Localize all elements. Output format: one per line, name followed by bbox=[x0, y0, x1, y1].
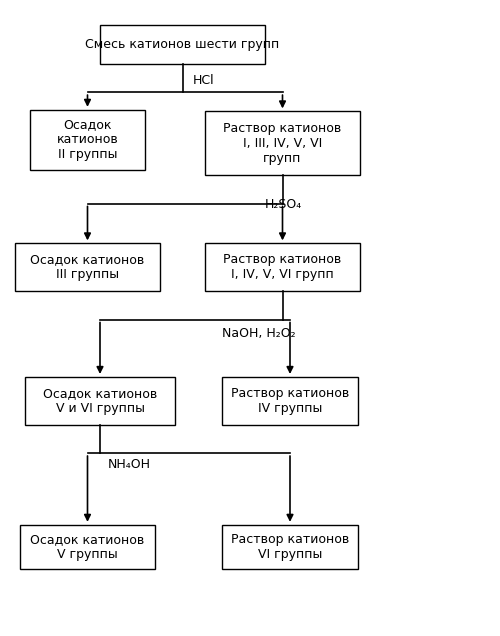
FancyBboxPatch shape bbox=[205, 244, 360, 291]
Text: Осадок катионов
V и VI группы: Осадок катионов V и VI группы bbox=[43, 387, 157, 415]
FancyBboxPatch shape bbox=[15, 244, 160, 291]
Text: NH₄OH: NH₄OH bbox=[108, 458, 150, 471]
Text: Раствор катионов
I, III, IV, V, VI
групп: Раствор катионов I, III, IV, V, VI групп bbox=[224, 121, 342, 165]
FancyBboxPatch shape bbox=[25, 377, 175, 425]
Text: H₂SO₄: H₂SO₄ bbox=[265, 198, 302, 211]
FancyBboxPatch shape bbox=[20, 525, 155, 569]
Text: Раствор катионов
IV группы: Раствор катионов IV группы bbox=[231, 387, 349, 415]
FancyBboxPatch shape bbox=[30, 109, 145, 170]
Text: Раствор катионов
VI группы: Раствор катионов VI группы bbox=[231, 533, 349, 561]
FancyBboxPatch shape bbox=[205, 111, 360, 175]
Text: Раствор катионов
I, IV, V, VI групп: Раствор катионов I, IV, V, VI групп bbox=[224, 253, 342, 281]
Text: Смесь катионов шести групп: Смесь катионов шести групп bbox=[86, 38, 280, 51]
Text: Осадок катионов
V группы: Осадок катионов V группы bbox=[30, 533, 144, 561]
Text: NaOH, H₂O₂: NaOH, H₂O₂ bbox=[222, 328, 296, 340]
Text: Осадок
катионов
II группы: Осадок катионов II группы bbox=[56, 118, 118, 162]
FancyBboxPatch shape bbox=[222, 525, 358, 569]
FancyBboxPatch shape bbox=[222, 377, 358, 425]
Text: Осадок катионов
III группы: Осадок катионов III группы bbox=[30, 253, 144, 281]
Text: HCl: HCl bbox=[192, 74, 214, 86]
FancyBboxPatch shape bbox=[100, 25, 265, 64]
